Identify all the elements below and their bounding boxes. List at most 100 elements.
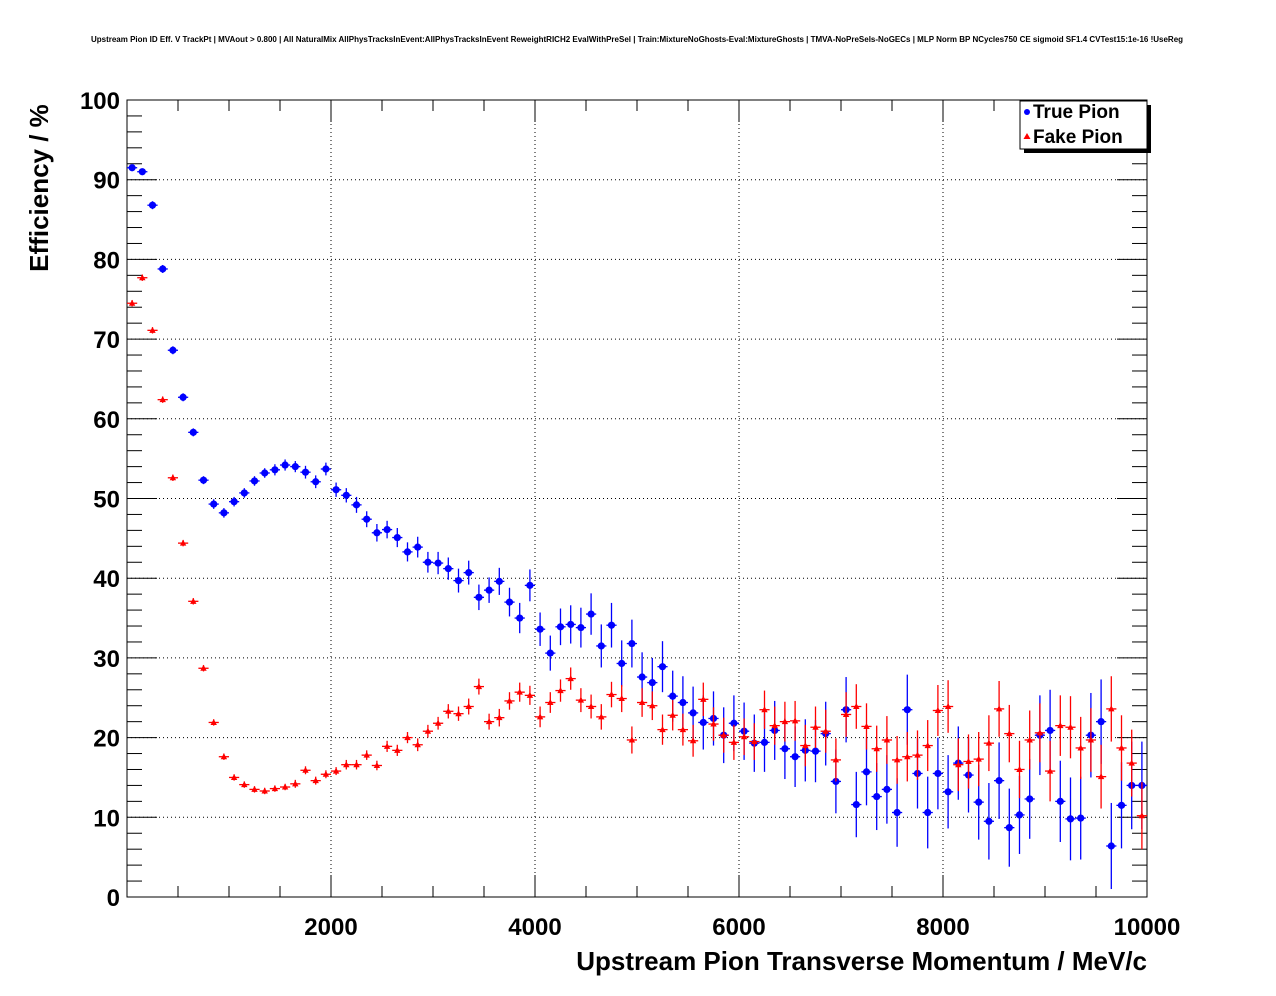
data-point: [516, 614, 524, 622]
data-point: [567, 620, 575, 629]
data-point: [618, 659, 626, 668]
data-point: [1097, 718, 1105, 726]
legend-fake-pion-marker: [1023, 133, 1031, 139]
data-point: [332, 486, 340, 494]
data-point: [751, 738, 758, 745]
x-tick-label: 4000: [508, 914, 561, 941]
data-point: [403, 548, 412, 556]
data-point: [394, 746, 401, 753]
data-point: [903, 706, 911, 714]
data-point: [1117, 801, 1126, 809]
data-point: [1026, 795, 1034, 803]
data-point: [536, 625, 544, 633]
data-point: [291, 463, 299, 471]
x-tick-label: 6000: [712, 914, 765, 941]
data-point: [251, 785, 258, 792]
data-point: [148, 201, 157, 209]
data-point: [465, 703, 472, 710]
data-point: [832, 777, 840, 786]
data-point: [1118, 744, 1125, 751]
data-point: [547, 699, 554, 706]
data-point: [495, 577, 503, 585]
data-point: [628, 736, 636, 743]
data-point: [312, 478, 320, 486]
data-point: [995, 705, 1003, 712]
data-point: [169, 474, 177, 481]
data-point: [261, 787, 268, 794]
data-point: [914, 751, 921, 758]
data-point: [802, 742, 809, 749]
data-point: [965, 758, 972, 765]
data-series: [127, 164, 1147, 890]
data-point: [781, 745, 789, 753]
data-point: [975, 798, 983, 806]
legend-true-pion-marker: [1024, 109, 1030, 115]
data-point: [975, 755, 982, 762]
data-point: [250, 477, 259, 485]
data-point: [444, 565, 452, 573]
data-point: [1057, 722, 1064, 729]
data-point: [648, 679, 656, 687]
data-point: [853, 703, 860, 710]
data-point: [791, 753, 799, 761]
data-point: [536, 713, 544, 720]
data-point: [822, 727, 829, 734]
data-point: [526, 581, 534, 589]
data-point: [302, 766, 309, 773]
data-point: [128, 299, 136, 306]
data-point: [669, 711, 676, 718]
data-point: [587, 703, 595, 710]
chart-title: Upstream Pion ID Eff. V TrackPt | MVAout…: [91, 35, 1183, 44]
data-point: [546, 649, 554, 657]
data-point: [873, 745, 880, 752]
data-point: [342, 491, 350, 499]
data-point: [210, 718, 217, 725]
data-point: [363, 751, 370, 758]
y-tick-label: 30: [93, 646, 120, 673]
y-tick-label: 80: [93, 247, 120, 274]
data-point: [353, 761, 360, 768]
data-point: [271, 466, 279, 474]
data-point: [220, 509, 228, 517]
data-point: [485, 718, 493, 725]
data-point: [699, 718, 707, 727]
data-point: [454, 576, 463, 585]
data-point: [862, 768, 871, 776]
data-point: [179, 539, 187, 546]
data-point: [689, 737, 697, 744]
legend-true-pion-label: True Pion: [1033, 102, 1120, 123]
data-point: [1097, 773, 1105, 780]
data-point: [1108, 705, 1115, 712]
data-point: [189, 428, 197, 436]
data-point: [1046, 767, 1054, 774]
data-point: [934, 707, 942, 714]
y-tick-label: 60: [93, 407, 120, 434]
data-point: [944, 703, 952, 710]
data-point: [241, 781, 248, 788]
data-point: [679, 726, 687, 733]
data-point: [607, 621, 616, 629]
y-tick-label: 90: [93, 168, 120, 195]
data-point: [1077, 814, 1085, 822]
data-point: [373, 761, 381, 768]
data-point: [791, 717, 799, 724]
data-point: [628, 639, 636, 648]
data-point: [1005, 824, 1013, 832]
data-point: [271, 785, 279, 792]
axis-ticks: [127, 99, 1148, 898]
data-point: [1138, 812, 1146, 819]
data-point: [995, 777, 1003, 785]
data-point: [1015, 811, 1024, 819]
data-point: [281, 461, 289, 469]
data-point: [1128, 759, 1135, 766]
data-point: [710, 720, 717, 727]
data-point: [904, 753, 911, 760]
data-point: [689, 709, 697, 717]
data-point: [363, 515, 371, 523]
data-point: [873, 792, 881, 801]
data-point: [760, 738, 769, 746]
data-point: [292, 780, 299, 787]
data-point: [924, 742, 931, 749]
data-point: [230, 773, 238, 780]
